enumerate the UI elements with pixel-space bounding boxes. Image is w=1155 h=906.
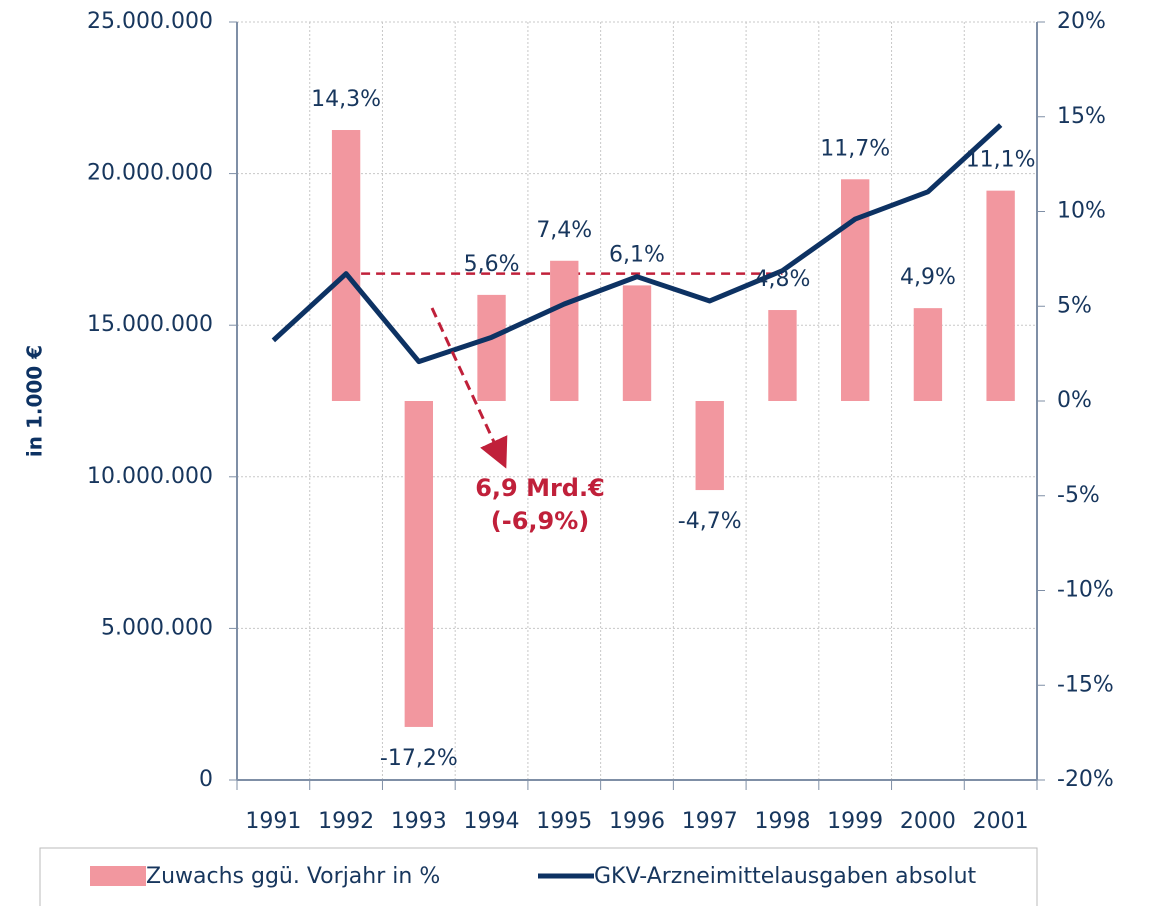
value-label: 6,1% [609,242,665,267]
value-label: -4,7% [678,509,742,534]
value-label: -17,2% [380,746,458,771]
x-tick-label: 1996 [609,809,665,834]
bar [986,190,1015,401]
legend-label: Zuwachs ggü. Vorjahr in % [146,864,440,889]
y2-tick-label: -20% [1057,767,1114,792]
x-tick-label: 1994 [464,809,520,834]
legend-label: GKV-Arzneimittelausgaben absolut [594,864,977,889]
y2-tick-label: 20% [1057,9,1106,34]
bar [331,130,361,401]
annotation: 6,9 Mrd.€ [475,474,605,502]
y2-tick-label: 0% [1057,388,1092,413]
grid [229,21,1045,790]
x-tick-label: 2000 [900,809,956,834]
bar [477,294,506,401]
x-tick-label: 1992 [318,809,374,834]
x-tick-label: 1999 [827,809,883,834]
y2-tick-label: 15% [1057,104,1106,129]
bar [404,401,433,727]
annotation-arrow [430,307,508,469]
x-tick-label: 2001 [973,809,1029,834]
line [271,123,1003,365]
y-axis-label: in 1.000 € [23,345,47,457]
y2-tick-label: -10% [1057,578,1114,603]
x-tick-label: 1997 [682,809,738,834]
y-tick-label: 10.000.000 [87,464,213,489]
bar [768,310,797,401]
y-tick-label: 15.000.000 [87,312,213,337]
legend-swatch [90,866,146,886]
x-tick-label: 1991 [245,809,301,834]
bar [695,401,724,491]
value-label: 5,6% [464,252,520,277]
y2-tick-label: 5% [1057,293,1092,318]
value-label: 11,1% [966,148,1036,173]
y2-tick-label: -15% [1057,672,1114,697]
bar [841,179,870,401]
y-tick-label: 0 [199,767,213,792]
x-tick-label: 1998 [754,809,810,834]
annotation: (-6,9%) [491,507,589,535]
y-tick-label: 25.000.000 [87,9,213,34]
value-label: 7,4% [536,218,592,243]
y2-tick-label: 10% [1057,199,1106,224]
bar [913,308,943,401]
y-tick-label: 5.000.000 [101,615,213,640]
value-label: 14,3% [311,87,381,112]
marks [271,123,1015,727]
bar [550,260,579,401]
value-label: 4,8% [755,267,811,292]
x-tick-label: 1995 [536,809,592,834]
y-tick-label: 20.000.000 [87,161,213,186]
value-label: 11,7% [820,136,890,161]
bar [622,285,652,401]
value-label: 4,9% [900,265,956,290]
x-tick-label: 1993 [391,809,447,834]
y2-tick-label: -5% [1057,483,1100,508]
